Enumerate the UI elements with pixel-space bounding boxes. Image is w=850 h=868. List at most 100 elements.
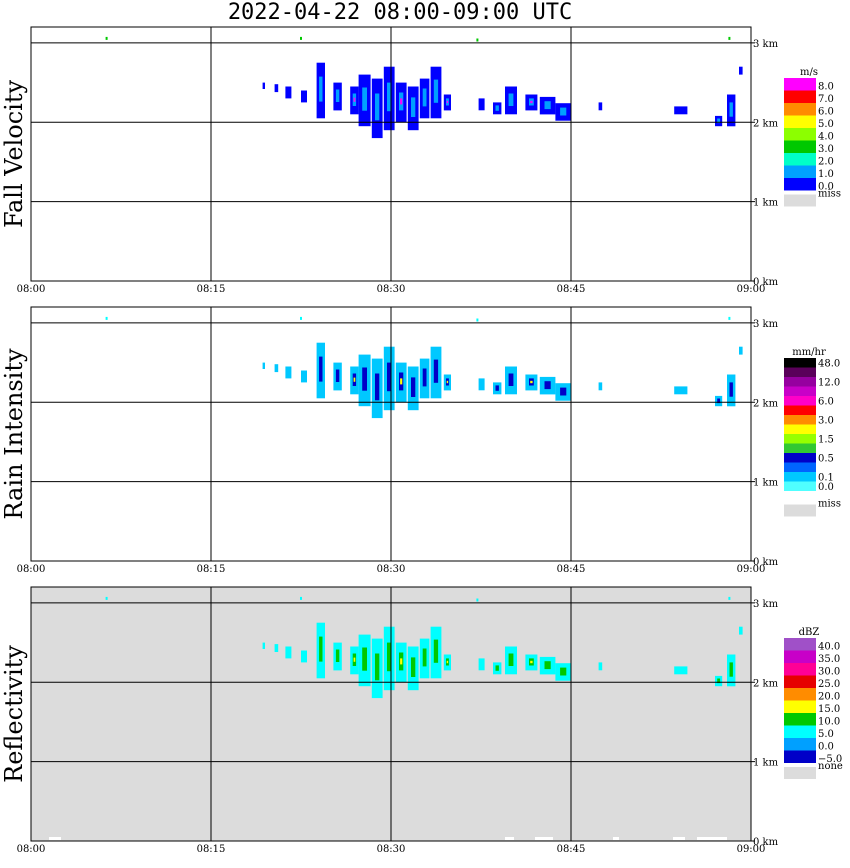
echo-cell [598,382,603,391]
legend-swatch [784,750,816,763]
echo-core [411,377,416,397]
echo-speck [476,318,479,322]
echo-core [387,362,392,392]
echo-core [411,97,416,117]
echo-peak [400,658,403,665]
y-tick-label: 3 km [753,599,779,610]
legend-swatch [784,367,816,377]
echo-cell [478,378,485,391]
legend-level-label: 4.0 [818,132,834,143]
legend-unit: m/s [800,67,818,78]
echo-core [362,87,367,111]
legend-level-label: 5.0 [818,119,834,130]
echo-peak [530,100,533,104]
echo-cell [739,66,743,75]
echo-cell [598,662,603,671]
legend-swatch [784,443,816,453]
echo-peak [530,660,533,664]
echo-cell [301,90,307,103]
legend-swatch [784,358,816,368]
echo-cell [598,102,603,111]
echo-peak [400,98,403,105]
y-tick-label: 1 km [753,478,779,489]
echo-core [335,369,340,382]
echo-core [508,653,514,666]
surface-clutter-gap [613,837,619,840]
echo-core [717,118,721,124]
echo-cell [301,650,307,663]
legend-level-label: 30.0 [818,667,840,678]
echo-speck [300,36,302,40]
legend-level-label: 0.0 [818,482,834,493]
legend-swatch [784,178,816,191]
echo-speck [300,596,302,600]
echo-speck [728,36,731,40]
echo-speck [728,316,731,320]
legend-level-label: 6.0 [818,397,834,408]
legend-swatch [784,128,816,141]
legend-swatch [784,153,816,166]
echo-core [387,82,392,112]
echo-core [544,101,551,110]
echo-core [362,647,367,671]
legend-level-label: −5.0 [818,754,842,765]
y-axis-label: Reflectivity [0,645,28,783]
legend-level-label: 0.1 [818,473,834,484]
echo-cell [301,370,307,383]
legend-level-label: 12.0 [818,378,840,389]
legend-missing-label: none [818,761,843,772]
echo-cell [478,98,485,111]
legend-level-label: 8.0 [818,82,834,93]
echo-core [717,678,721,684]
echo-core [729,382,733,397]
legend-swatch [784,424,816,434]
legend-level-label: 0.0 [818,742,834,753]
y-tick-label: 2 km [753,678,779,689]
legend-swatch [784,700,816,713]
legend-level-label: 5.0 [818,729,834,740]
echo-cell [262,642,265,649]
legend-level-label: 10.0 [818,717,840,728]
x-tick-label: 08:45 [557,284,586,295]
legend-swatch [784,638,816,651]
echo-core [335,89,340,102]
legend-swatch [784,453,816,463]
legend-swatch [784,713,816,726]
echo-core [729,662,733,677]
echo-core [335,649,340,662]
legend-swatch [784,462,816,472]
echo-core [422,88,427,107]
echo-speck [105,36,108,40]
x-tick-label: 08:45 [557,844,586,855]
legend-missing-label: miss [818,499,841,510]
legend-missing-swatch [784,767,816,779]
legend-swatch [784,738,816,751]
echo-peak [446,380,449,384]
echo-cell [478,658,485,671]
legend-unit: dBZ [799,627,820,638]
legend-missing-label: miss [818,189,841,200]
echo-speck [105,316,108,320]
echo-peak [353,657,356,662]
echo-core [422,648,427,667]
legend-swatch [784,377,816,387]
legend-swatch [784,725,816,738]
legend-swatch [784,115,816,128]
legend-swatch [784,650,816,663]
echo-speck [728,596,731,600]
echo-core [319,636,323,662]
x-tick-label: 08:00 [17,844,46,855]
y-tick-label: 3 km [753,319,779,330]
echo-cell [285,366,292,379]
echo-cell [274,644,279,652]
echo-core [375,373,380,401]
legend-swatch [784,140,816,153]
echo-cell [262,362,265,369]
echo-core [495,385,499,391]
echo-cell [674,386,688,395]
echo-cell [285,646,292,659]
echo-core [433,79,439,103]
echo-core [495,105,499,111]
legend-swatch [784,90,816,103]
